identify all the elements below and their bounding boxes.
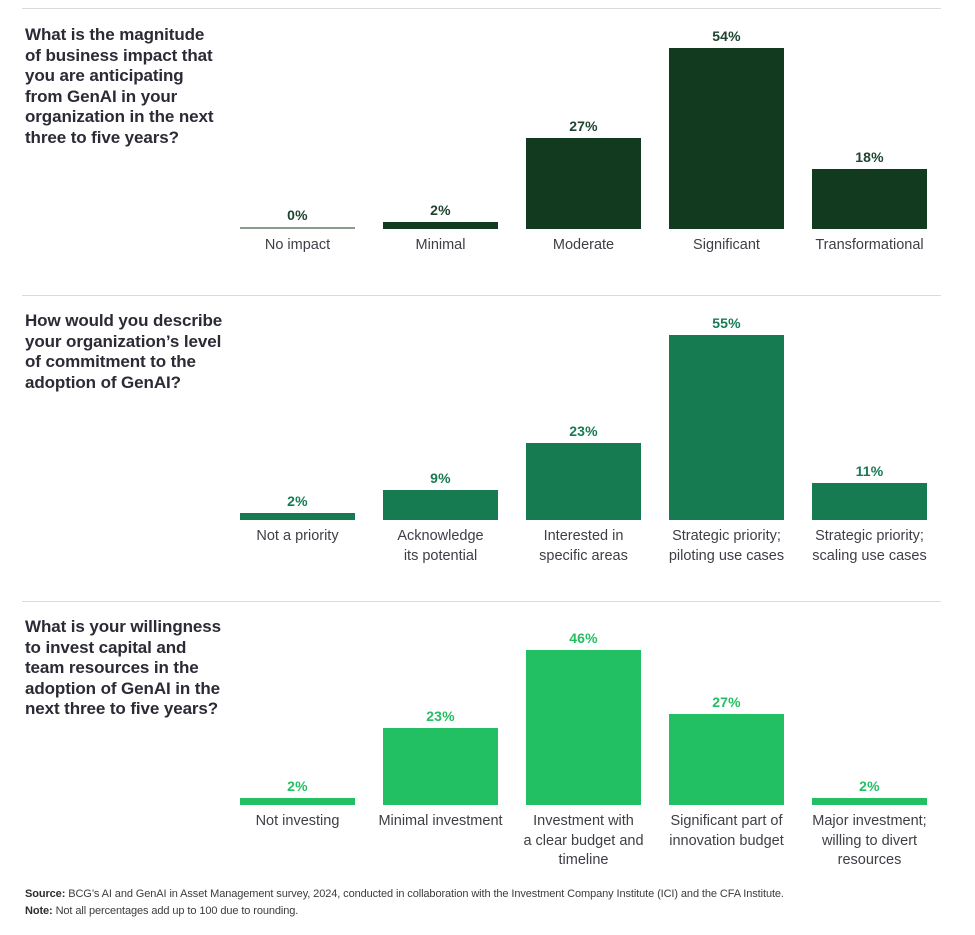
- bar-column: 2%: [798, 778, 941, 805]
- categories-row: Not investing Minimal investment Investmen…: [226, 812, 941, 871]
- bar-column: 0%: [226, 207, 369, 229]
- panel-question-title: What is your willingness to invest capit…: [25, 617, 221, 718]
- source-label: Source:: [25, 888, 66, 900]
- bar: [240, 798, 355, 805]
- value-label: 2%: [859, 778, 880, 794]
- bar: [526, 650, 641, 805]
- bars-row: 2% 9% 23% 55% 11%: [226, 305, 941, 520]
- value-label: 2%: [287, 778, 308, 794]
- value-label: 0%: [287, 207, 308, 223]
- bar: [812, 798, 927, 805]
- category-label: Transformational: [815, 237, 924, 253]
- bar: [669, 48, 784, 229]
- bar: [240, 513, 355, 520]
- value-label: 55%: [712, 315, 741, 331]
- categories-row: Not a priority Acknowledge its potential I…: [226, 527, 941, 566]
- bar: [669, 714, 784, 805]
- source-text: BCG’s AI and GenAI in Asset Management s…: [65, 888, 784, 900]
- bar-column: 2%: [226, 493, 369, 520]
- bar: [526, 138, 641, 229]
- bar: [812, 169, 927, 229]
- bar-column: 46%: [512, 630, 655, 805]
- category-label: Minimal investment: [378, 813, 503, 829]
- category-label: Significant part of innovation budget: [669, 813, 784, 849]
- value-label: 23%: [569, 423, 598, 439]
- bars-row: 0% 2% 27% 54% 18%: [226, 14, 941, 229]
- category-label: Significant: [693, 237, 760, 253]
- bar: [383, 728, 498, 805]
- bar: [240, 227, 355, 229]
- category-label: Minimal: [415, 237, 466, 253]
- panel-question-title: What is the magnitude of business impact…: [25, 25, 214, 147]
- value-label: 27%: [712, 694, 741, 710]
- bar: [383, 490, 498, 520]
- category-label: Acknowledge its potential: [397, 528, 484, 564]
- panel-divider: [22, 8, 941, 9]
- bar: [383, 222, 498, 229]
- category-label: Not a priority: [256, 528, 339, 544]
- value-label: 9%: [430, 470, 451, 486]
- note-line: Note: Not all percentages add up to 100 …: [25, 903, 784, 920]
- bar-column: 23%: [369, 708, 512, 805]
- value-label: 2%: [430, 202, 451, 218]
- category-label: No impact: [264, 237, 331, 253]
- bar: [669, 335, 784, 520]
- panel-question-title: How would you describe your organization…: [25, 311, 223, 392]
- category-label: Strategic priority; piloting use cases: [668, 528, 785, 564]
- value-label: 23%: [426, 708, 455, 724]
- bar-column: 23%: [512, 423, 655, 520]
- value-label: 18%: [855, 149, 884, 165]
- source-line: Source: BCG’s AI and GenAI in Asset Mana…: [25, 886, 784, 903]
- note-label: Note:: [25, 905, 53, 917]
- panel-divider: [22, 601, 941, 602]
- bar: [526, 443, 641, 520]
- value-label: 46%: [569, 630, 598, 646]
- value-label: 54%: [712, 28, 741, 44]
- bar-column: 18%: [798, 149, 941, 229]
- value-label: 27%: [569, 118, 598, 134]
- category-label: Major investment; willing to divert reso…: [812, 813, 927, 868]
- bar-column: 55%: [655, 315, 798, 520]
- category-label: Strategic priority; scaling use cases: [812, 528, 927, 564]
- bar-column: 9%: [369, 470, 512, 520]
- bar-column: 27%: [655, 694, 798, 805]
- bar: [812, 483, 927, 520]
- footer: Source: BCG’s AI and GenAI in Asset Mana…: [25, 886, 784, 920]
- category-label: Not investing: [255, 813, 340, 829]
- categories-row: No impact Minimal Moderate Significant Trans…: [226, 236, 941, 256]
- bar-column: 54%: [655, 28, 798, 229]
- category-label: Interested in specific areas: [539, 528, 628, 564]
- category-label: Moderate: [552, 237, 615, 253]
- category-label: Investment with a clear budget and timel…: [523, 813, 644, 868]
- bar-column: 2%: [226, 778, 369, 805]
- bar-column: 2%: [369, 202, 512, 229]
- panel-divider: [22, 295, 941, 296]
- value-label: 11%: [855, 463, 884, 479]
- bar-column: 27%: [512, 118, 655, 229]
- bars-row: 2% 23% 46% 27% 2%: [226, 590, 941, 805]
- note-text: Not all percentages add up to 100 due to…: [52, 905, 299, 917]
- value-label: 2%: [287, 493, 308, 509]
- bar-column: 11%: [798, 463, 941, 520]
